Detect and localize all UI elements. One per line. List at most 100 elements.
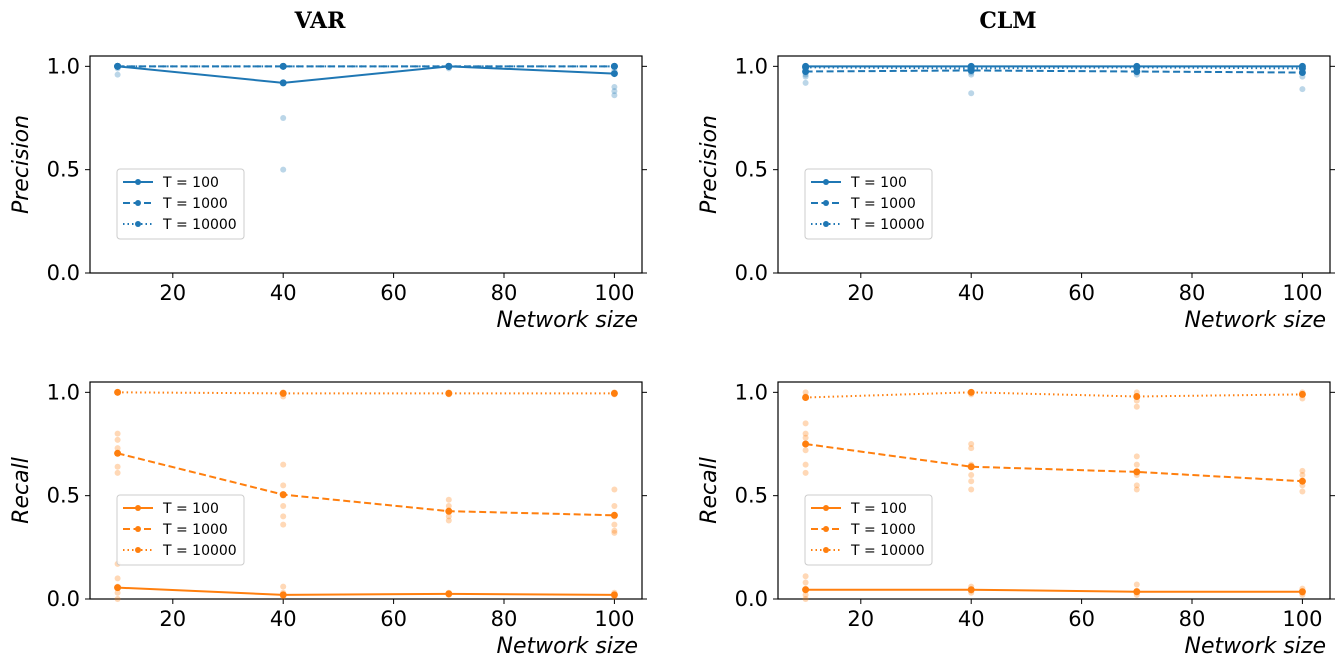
axes-frame bbox=[89, 55, 643, 274]
run-point bbox=[968, 90, 975, 97]
run-point bbox=[611, 84, 618, 90]
series-line-dashed bbox=[117, 452, 615, 517]
y-tick-label: 0.5 bbox=[735, 484, 768, 508]
run-point bbox=[114, 575, 121, 582]
series-point bbox=[1133, 468, 1141, 476]
series-point bbox=[114, 584, 122, 592]
var-precision-panel: 20 40 60 80 100 0.0 0.5 1.0 Network size Precisio… bbox=[9, 54, 647, 333]
series-line-dotted bbox=[805, 391, 1303, 399]
x-tick-label: 20 bbox=[847, 607, 874, 631]
series-point bbox=[967, 64, 975, 72]
series-point bbox=[445, 590, 453, 598]
series-point bbox=[610, 389, 618, 397]
run-point bbox=[114, 463, 121, 470]
legend-box bbox=[804, 168, 933, 240]
x-axis-label: Network size bbox=[496, 634, 638, 658]
series-point bbox=[802, 586, 810, 594]
legend-box bbox=[116, 168, 245, 240]
run-point bbox=[802, 447, 809, 454]
x-tick-label: 80 bbox=[1179, 281, 1206, 305]
legend-marker bbox=[823, 505, 829, 511]
run-point bbox=[802, 461, 809, 468]
x-tick-label: 80 bbox=[491, 607, 518, 631]
run-point bbox=[611, 92, 618, 99]
run-point bbox=[1133, 453, 1140, 460]
x-tick-label: 40 bbox=[958, 607, 985, 631]
run-point bbox=[445, 496, 452, 503]
series-line-dashed bbox=[805, 69, 1303, 74]
legend-label: T = 100 bbox=[850, 501, 907, 517]
x-tick-label: 100 bbox=[1282, 607, 1322, 631]
x-tick-label: 100 bbox=[594, 281, 634, 305]
run-point bbox=[445, 503, 452, 509]
run-point bbox=[611, 527, 618, 534]
series-point bbox=[967, 388, 975, 396]
series-point bbox=[1133, 392, 1141, 400]
series-line-dotted bbox=[117, 391, 615, 395]
run-point bbox=[114, 589, 121, 596]
series-point bbox=[1298, 64, 1306, 72]
series-line-solid bbox=[117, 65, 615, 84]
run-point bbox=[445, 517, 452, 524]
series-point bbox=[114, 388, 122, 396]
run-point bbox=[1133, 486, 1140, 493]
run-point bbox=[280, 503, 287, 509]
x-tick-label: 40 bbox=[270, 607, 297, 631]
series-point bbox=[279, 79, 287, 87]
run-point bbox=[280, 521, 287, 528]
run-point bbox=[802, 469, 809, 476]
y-tick-label: 0.5 bbox=[47, 158, 80, 182]
series-point bbox=[279, 62, 287, 70]
run-point bbox=[280, 115, 287, 121]
x-axis-label: Network size bbox=[1184, 634, 1326, 658]
run-point bbox=[611, 88, 618, 95]
y-axis-label: Precision bbox=[9, 115, 34, 214]
series-line-dashed bbox=[805, 443, 1303, 483]
axes-frame bbox=[777, 55, 1331, 274]
run-point bbox=[611, 486, 618, 493]
x-tick-label: 60 bbox=[1068, 607, 1095, 631]
run-point bbox=[968, 478, 975, 485]
series-point bbox=[610, 62, 618, 70]
x-tick-label: 100 bbox=[594, 607, 634, 631]
x-axis-label: Network size bbox=[496, 308, 638, 333]
run-point bbox=[611, 529, 618, 536]
run-point bbox=[802, 420, 809, 427]
run-point bbox=[611, 503, 618, 509]
series-point bbox=[610, 70, 618, 78]
series-point bbox=[802, 394, 810, 401]
x-tick-label: 20 bbox=[847, 281, 874, 305]
series-point bbox=[802, 440, 810, 448]
run-point bbox=[1299, 488, 1306, 495]
y-tick-label: 0.0 bbox=[735, 261, 768, 285]
run-point bbox=[280, 482, 287, 489]
title-var: VAR bbox=[294, 8, 346, 34]
series-point bbox=[445, 507, 453, 515]
legend: T = 100 T = 1000 T = 10000 bbox=[116, 168, 245, 240]
var-recall-panel: 20 40 60 80 100 0.0 0.5 1.0 Network size Recall T … bbox=[9, 380, 647, 658]
legend-marker bbox=[823, 526, 829, 532]
legend: T = 100 T = 1000 T = 10000 bbox=[116, 494, 245, 566]
legend-label: T = 10000 bbox=[162, 543, 237, 559]
series-point bbox=[445, 389, 453, 397]
series-line-solid bbox=[117, 586, 615, 596]
run-point bbox=[445, 513, 452, 520]
run-point bbox=[114, 596, 121, 602]
y-tick-label: 0.0 bbox=[735, 587, 768, 611]
run-point bbox=[114, 430, 121, 437]
run-point bbox=[802, 573, 809, 580]
legend-marker bbox=[823, 200, 829, 206]
x-tick-label: 60 bbox=[380, 607, 407, 631]
y-tick-label: 1.0 bbox=[735, 54, 768, 78]
legend-label: T = 10000 bbox=[850, 217, 925, 233]
axes-frame bbox=[89, 381, 643, 600]
run-point bbox=[1133, 581, 1140, 588]
run-point bbox=[802, 430, 809, 437]
run-point bbox=[802, 79, 809, 86]
legend-label: T = 1000 bbox=[850, 196, 916, 212]
series-point bbox=[1298, 477, 1306, 485]
x-axis-label: Network size bbox=[1184, 308, 1326, 333]
x-tick-label: 40 bbox=[270, 281, 297, 305]
legend-label: T = 100 bbox=[162, 175, 219, 191]
